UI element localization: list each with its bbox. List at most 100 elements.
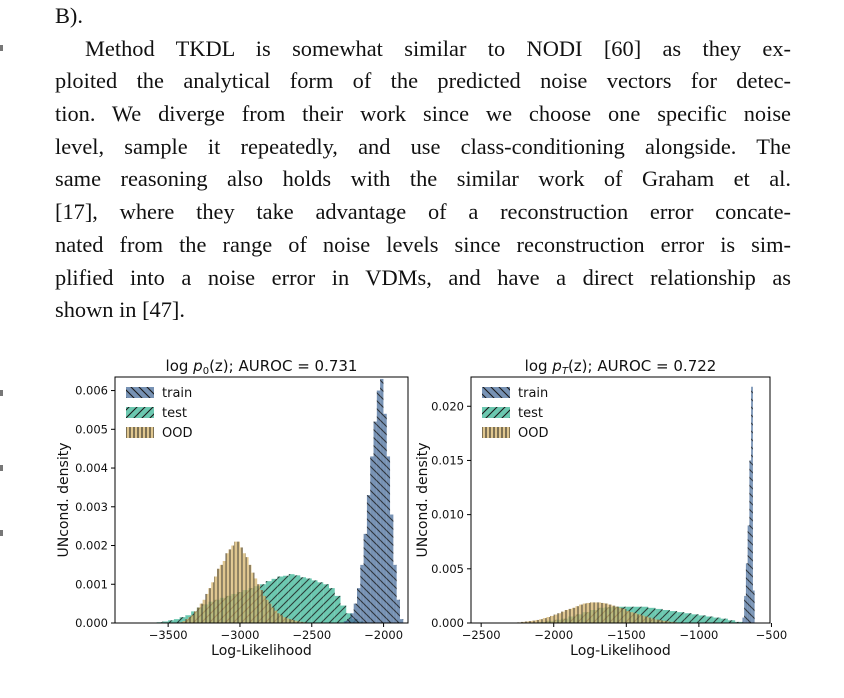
bar-hatch-train [744,596,746,623]
text-line: level, sample it repeatedly, and use cla… [55,131,791,164]
legend-swatch-hatch-train [126,387,154,398]
bar-hatch-test [340,606,346,623]
bar-hatch-OOD [634,613,638,623]
bar-hatch-test [721,619,728,623]
bar-hatch-OOD [615,607,619,623]
bar-hatch-train [746,563,748,623]
bar-hatch-OOD [586,603,590,623]
bar-hatch-OOD [223,561,226,623]
bar-hatch-test [706,616,713,623]
bar-hatch-OOD [601,603,605,623]
bar-hatch-test [692,614,699,623]
x-tick-label: −2000 [534,628,573,642]
text-line: shown in [47]. [55,294,791,327]
bar-hatch-train [749,460,751,623]
bar-hatch-OOD [200,604,203,623]
bar-hatch-OOD [554,615,558,623]
bar-hatch-test [300,577,306,623]
bar-hatch-OOD [619,608,623,623]
bar-hatch-train [380,379,383,623]
x-tick-label: −1000 [679,628,718,642]
bar-hatch-OOD [203,600,206,623]
bar-hatch-test [684,613,691,623]
bar-hatch-OOD [211,582,214,623]
bar-hatch-test [335,596,341,623]
x-axis-label: Log-Likelihood [570,643,671,659]
bar-hatch-train [390,515,393,623]
y-axis-label: UNcond. density [56,443,72,558]
bar-hatch-train [383,414,386,623]
bar-hatch-OOD [220,565,223,623]
bar-hatch-OOD [641,615,645,623]
y-tick-label: 0.006 [75,384,108,398]
bar-hatch-OOD [597,602,601,623]
bar-hatch-OOD [254,578,257,623]
bar-hatch-OOD [561,612,565,623]
bar-hatch-OOD [266,600,269,623]
bar-hatch-train [748,525,750,623]
bar-hatch-test [289,574,295,623]
bar-hatch-train [370,456,373,623]
bar-hatch-OOD [652,619,656,623]
y-tick-label: 0.020 [431,399,464,413]
histogram-figure: −3500−3000−2500−20000.0000.0010.0020.003… [0,352,844,693]
bar-hatch-OOD [249,565,252,623]
bar-hatch-OOD [243,553,246,623]
bar-hatch-OOD [630,612,634,623]
bar-hatch-train [397,600,400,623]
bar-hatch-test [318,582,324,623]
legend-swatch-hatch-OOD [482,427,510,438]
bar-hatch-train [357,588,360,623]
bar-hatch-OOD [626,611,630,623]
bar-hatch-train [393,565,396,623]
legend-swatch-hatch-OOD [126,427,154,438]
x-tick-label: −1500 [607,628,646,642]
bar-hatch-OOD [260,590,263,623]
y-tick-label: 0.000 [431,616,464,630]
text-line: [17], where they take advantage of a rec… [55,196,791,229]
bar-hatch-OOD [251,573,254,623]
bar-hatch-OOD [280,615,283,623]
bar-hatch-OOD [197,608,200,623]
legend-swatch-hatch-test [126,407,154,418]
bar-hatch-OOD [231,546,234,623]
chart-title: log p0(z); AUROC = 0.731 [166,357,358,377]
bar-hatch-OOD [217,569,220,623]
bar-hatch-OOD [572,608,576,623]
bar-hatch-OOD [286,618,289,623]
bar-hatch-OOD [283,617,286,623]
x-tick-label: −2500 [462,628,501,642]
legend-label-test: test [162,406,187,421]
paragraph: B). Method TKDL is somewhat similar to N… [55,0,791,327]
y-tick-label: 0.001 [75,577,108,591]
legend-label-train: train [518,386,548,401]
margin-mark [0,45,3,51]
bar-hatch-OOD [546,617,550,623]
bar-hatch-OOD [234,542,237,623]
bar-hatch-train [367,495,370,623]
bar-hatch-OOD [579,605,583,623]
bar-hatch-OOD [557,613,561,623]
legend-swatch-hatch-train [482,387,510,398]
bar-hatch-OOD [608,605,612,623]
y-tick-label: 0.002 [75,539,108,553]
bar-hatch-OOD [228,549,231,623]
bar-hatch-OOD [277,613,280,623]
bar-hatch-OOD [583,603,587,623]
y-tick-label: 0.003 [75,500,108,514]
legend-swatch-hatch-test [482,407,510,418]
y-tick-label: 0.015 [431,453,464,467]
text-line: nated from the range of noise levels sin… [55,229,791,262]
bar-hatch-OOD [539,619,543,623]
bar-hatch-OOD [269,604,272,623]
bar-hatch-train [350,613,353,623]
text-line: B). [55,0,791,33]
bar-hatch-train [387,456,390,623]
bar-hatch-train [742,618,744,623]
bar-hatch-train [400,619,403,623]
y-tick-label: 0.005 [75,422,108,436]
text-line: same reasoning also holds with the simil… [55,163,791,196]
bar-hatch-test [713,618,720,623]
bar-hatch-test [670,611,677,623]
bar-hatch-OOD [226,553,229,623]
